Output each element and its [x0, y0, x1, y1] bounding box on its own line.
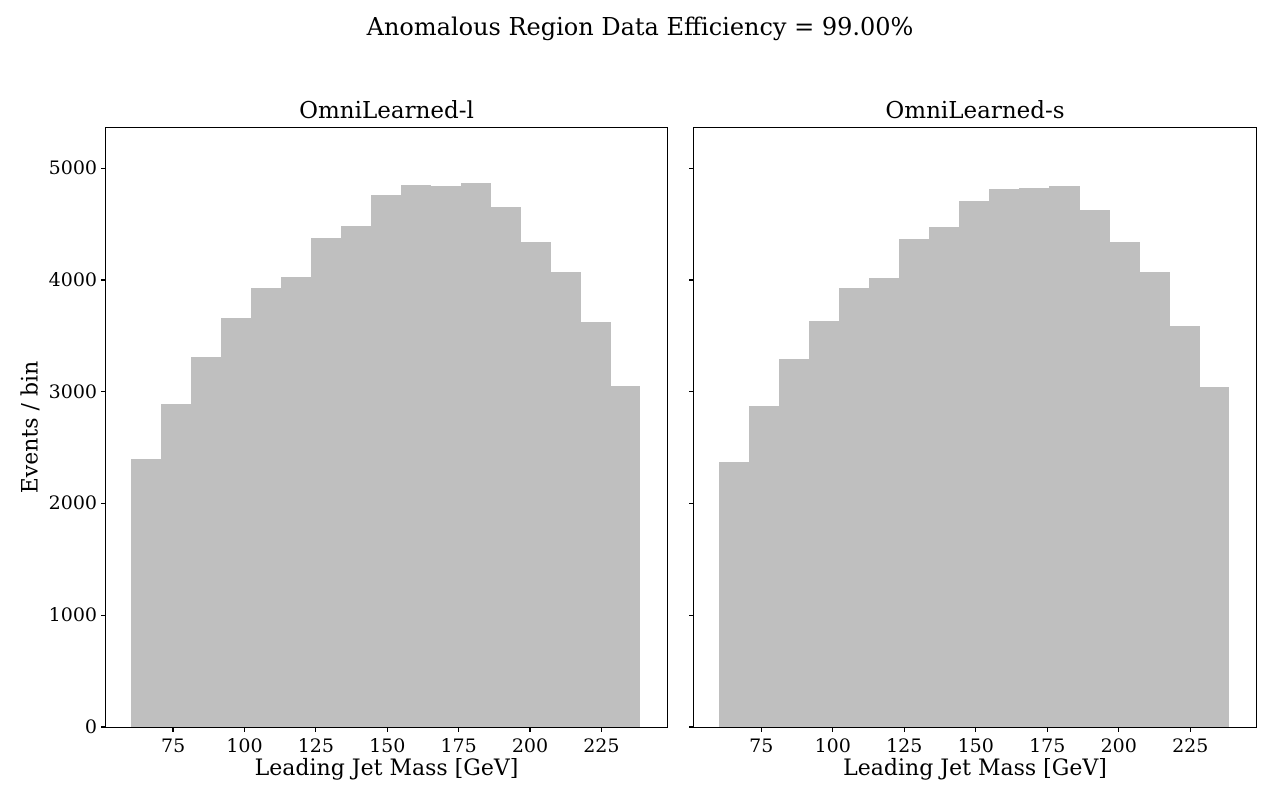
- x-tick-mark: [529, 727, 531, 732]
- x-tick-mark: [975, 727, 977, 732]
- x-tick-mark: [243, 727, 246, 732]
- x-tick-label: 225: [583, 735, 620, 757]
- y-tick-label: 0: [84, 716, 97, 738]
- x-tick-label: 150: [369, 735, 406, 757]
- plot-area-left: 75 100 125 150 175 200 225 0 1000 2000 3000 4000 500…: [49, 127, 668, 757]
- histogram-bar: [839, 287, 870, 727]
- x-tick-label: 175: [440, 735, 477, 757]
- x-tick-label: 225: [1172, 735, 1209, 757]
- histogram-bar: [190, 357, 222, 727]
- x-tick-mark: [600, 727, 602, 732]
- x-tick-mark: [1189, 727, 1191, 732]
- y-tick-mark: [100, 726, 105, 728]
- y-tick-mark: [688, 279, 693, 281]
- histogram-bar: [869, 277, 900, 727]
- x-tick-mark: [315, 727, 317, 732]
- x-axis-label-right: Leading Jet Mass [GeV]: [843, 756, 1107, 781]
- y-tick-mark: [688, 614, 693, 616]
- histogram-bar: [460, 182, 492, 727]
- histogram-bar: [220, 317, 252, 727]
- y-tick-label: 5000: [48, 157, 97, 180]
- histogram-bar: [130, 458, 162, 727]
- y-tick-mark: [100, 279, 105, 281]
- histogram-bar: [280, 276, 312, 727]
- histogram-bar: [430, 186, 462, 727]
- figure-suptitle: Anomalous Region Data Efficiency = 99.00…: [366, 13, 914, 41]
- histogram-bar: [400, 185, 432, 727]
- x-tick-mark: [457, 727, 460, 732]
- histogram-bar: [370, 195, 402, 727]
- x-tick-label: 125: [886, 735, 923, 757]
- histogram-bar: [899, 238, 930, 727]
- histogram-bar: [250, 287, 282, 727]
- histogram-bar: [340, 226, 372, 727]
- x-tick-label: 175: [1029, 735, 1066, 757]
- x-tick-mark: [1046, 727, 1048, 732]
- x-tick-label: 75: [160, 735, 186, 757]
- y-tick-mark: [688, 167, 693, 169]
- y-tick-mark: [100, 502, 105, 505]
- histogram-bar: [520, 242, 552, 727]
- histogram-bar: [550, 272, 582, 727]
- histogram-bar: [160, 404, 192, 727]
- y-tick-label: 1000: [48, 604, 97, 627]
- histogram-bar: [610, 386, 641, 727]
- y-tick-mark: [688, 726, 693, 728]
- subplot-title-left: OmniLearned-l: [299, 98, 474, 124]
- y-tick-label: 3000: [48, 380, 97, 403]
- histogram-bar: [310, 237, 342, 727]
- y-tick-mark: [688, 502, 693, 505]
- histogram-bar: [1079, 209, 1111, 727]
- x-tick-mark: [1118, 727, 1120, 732]
- x-tick-mark: [172, 727, 174, 732]
- histogram-bar: [1019, 188, 1051, 727]
- x-tick-label: 200: [511, 735, 549, 757]
- histogram-bar: [1139, 272, 1171, 727]
- histogram-bar: [959, 200, 990, 727]
- x-tick-label: 100: [814, 735, 851, 757]
- histogram-bar: [808, 321, 840, 727]
- histogram-bar: [929, 227, 960, 727]
- x-tick-label: 100: [226, 735, 263, 757]
- histogram-bar: [580, 322, 612, 727]
- y-tick-mark: [100, 167, 105, 169]
- x-tick-mark: [903, 727, 905, 732]
- histogram-bar: [778, 359, 810, 727]
- x-tick-mark: [832, 727, 834, 732]
- histogram-bar: [718, 462, 750, 727]
- histogram-bar: [748, 406, 780, 727]
- histogram-bar: [1109, 242, 1141, 727]
- x-axis-label-left: Leading Jet Mass [GeV]: [254, 756, 519, 781]
- x-tick-label: 150: [957, 735, 994, 757]
- y-tick-mark: [688, 391, 693, 393]
- y-tick-label: 4000: [48, 268, 97, 291]
- x-tick-mark: [760, 727, 762, 732]
- histogram-bar: [1049, 186, 1081, 727]
- x-tick-label: 200: [1100, 735, 1137, 757]
- x-tick-label: 75: [749, 735, 774, 757]
- histogram-bar: [1169, 325, 1201, 727]
- subplot-title-right: OmniLearned-s: [885, 98, 1065, 124]
- plot-area-right: 75 100 125 150 175 200 225: [688, 127, 1257, 757]
- y-tick-label: 2000: [48, 492, 97, 515]
- y-tick-mark: [100, 391, 105, 393]
- histogram-bar: [1199, 387, 1230, 727]
- histogram-bar: [490, 207, 522, 727]
- histogram-bar: [989, 189, 1020, 727]
- x-tick-mark: [386, 727, 388, 732]
- x-tick-label: 125: [297, 735, 334, 757]
- y-tick-mark: [100, 614, 105, 616]
